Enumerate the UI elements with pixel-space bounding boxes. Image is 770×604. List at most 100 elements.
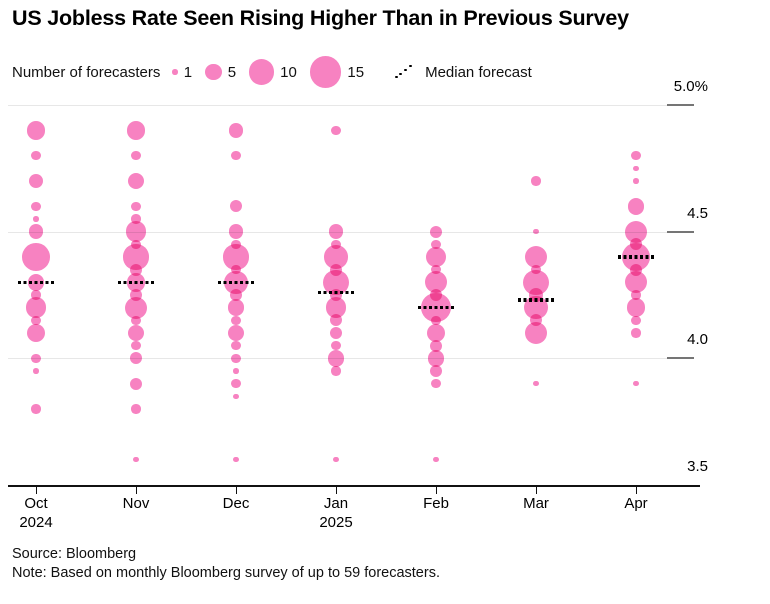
y-tick-4.5 [667, 230, 694, 233]
x-tick [236, 486, 238, 494]
forecast-bubble [324, 245, 348, 269]
y-axis-label: 4.5 [687, 204, 708, 222]
forecast-bubble [331, 341, 341, 351]
forecast-bubble [31, 353, 41, 363]
forecast-bubble [425, 246, 447, 268]
median-forecast-line [418, 306, 454, 310]
legend-bubble-value: 15 [347, 63, 365, 81]
forecast-bubble [127, 324, 145, 342]
forecast-bubble [31, 201, 41, 211]
month-label: Apr [624, 495, 648, 512]
forecast-bubble [124, 296, 147, 319]
forecast-bubble [524, 295, 548, 320]
forecast-bubble [329, 326, 343, 340]
x-axis-label: Apr [596, 494, 676, 513]
note-text: Note: Based on monthly Bloomberg survey … [12, 565, 440, 581]
x-axis-line [8, 485, 700, 487]
forecast-bubble [331, 125, 341, 135]
forecast-bubble [429, 364, 443, 378]
forecast-bubble [28, 224, 44, 239]
forecast-bubble [231, 151, 241, 161]
forecast-bubble [431, 379, 441, 389]
forecast-bubble [233, 393, 239, 400]
median-forecast-line [118, 280, 154, 284]
forecast-bubble [33, 368, 39, 374]
forecast-bubble [22, 243, 50, 271]
chart-title: US Jobless Rate Seen Rising Higher Than … [12, 6, 629, 30]
forecast-bubble [26, 323, 46, 343]
forecast-bubble [229, 288, 243, 302]
forecast-bubble [131, 404, 141, 414]
forecast-bubble [231, 341, 241, 351]
x-tick [536, 486, 538, 494]
x-tick [636, 486, 638, 494]
median-line-icon [394, 64, 418, 81]
forecast-bubble [631, 151, 641, 161]
forecast-bubble [33, 216, 39, 222]
forecast-bubble [533, 228, 539, 235]
forecast-bubble [231, 379, 241, 389]
forecast-bubble [25, 297, 47, 318]
forecast-bubble [131, 214, 141, 224]
median-forecast-line [18, 280, 54, 284]
forecast-bubble [633, 380, 639, 387]
median-forecast-line [518, 298, 554, 302]
year-label: 2025 [319, 514, 353, 531]
month-label: Feb [423, 495, 449, 512]
forecast-bubble [131, 151, 141, 161]
forecast-bubble [427, 350, 445, 367]
forecast-bubble [431, 315, 441, 325]
forecast-bubble [228, 123, 244, 138]
forecast-bubble [431, 265, 441, 275]
y-axis-label: 3.5 [687, 458, 708, 475]
forecast-bubble [331, 239, 341, 249]
forecast-bubble [331, 366, 341, 376]
forecast-bubble [28, 173, 44, 189]
x-axis-label: Feb [396, 494, 476, 513]
forecast-bubble [127, 172, 145, 190]
source-text: Source: Bloomberg [12, 546, 137, 562]
forecast-bubble [626, 298, 646, 317]
forecast-bubble [131, 201, 141, 211]
forecast-bubble [231, 315, 241, 325]
forecast-bubble [131, 239, 141, 249]
year-label: 2024 [19, 514, 53, 531]
forecast-bubble [533, 380, 539, 387]
y-axis-label: 4.0 [687, 331, 708, 349]
x-axis-label: Jan 2025 [296, 494, 376, 532]
forecast-bubble [524, 321, 547, 344]
forecast-bubble [231, 239, 241, 249]
forecast-bubble [627, 198, 645, 215]
forecast-bubble [31, 290, 41, 300]
forecast-bubble [227, 299, 245, 316]
legend-size-label: Number of forecasters [12, 63, 161, 81]
forecast-bubble [633, 178, 639, 184]
forecast-bubble [433, 456, 439, 463]
legend-median-label: Median forecast [425, 63, 532, 81]
forecast-bubble [227, 324, 245, 342]
forecast-bubble [129, 377, 143, 390]
grid-line-5.0% [8, 105, 668, 106]
legend-bubble-value: 10 [280, 63, 297, 81]
forecast-bubble [126, 121, 146, 140]
forecast-bubble [31, 315, 41, 325]
x-axis-label: Mar [496, 494, 576, 513]
forecast-bubble [229, 200, 243, 213]
forecast-bubble [631, 290, 641, 300]
forecast-bubble [26, 121, 46, 140]
forecast-bubble [233, 456, 239, 463]
forecast-bubble [131, 341, 141, 351]
legend-bubble-value: 1 [183, 63, 193, 81]
forecast-bubble [125, 221, 147, 242]
forecast-bubble [333, 456, 339, 463]
x-axis-label: Dec [196, 494, 276, 513]
forecast-bubble [429, 225, 443, 238]
forecast-bubble [426, 323, 446, 343]
median-forecast-line [318, 290, 354, 295]
forecast-bubble [129, 263, 143, 276]
month-label: Nov [122, 495, 150, 512]
forecast-bubble [328, 224, 344, 239]
legend-bubble-15 [309, 56, 342, 88]
